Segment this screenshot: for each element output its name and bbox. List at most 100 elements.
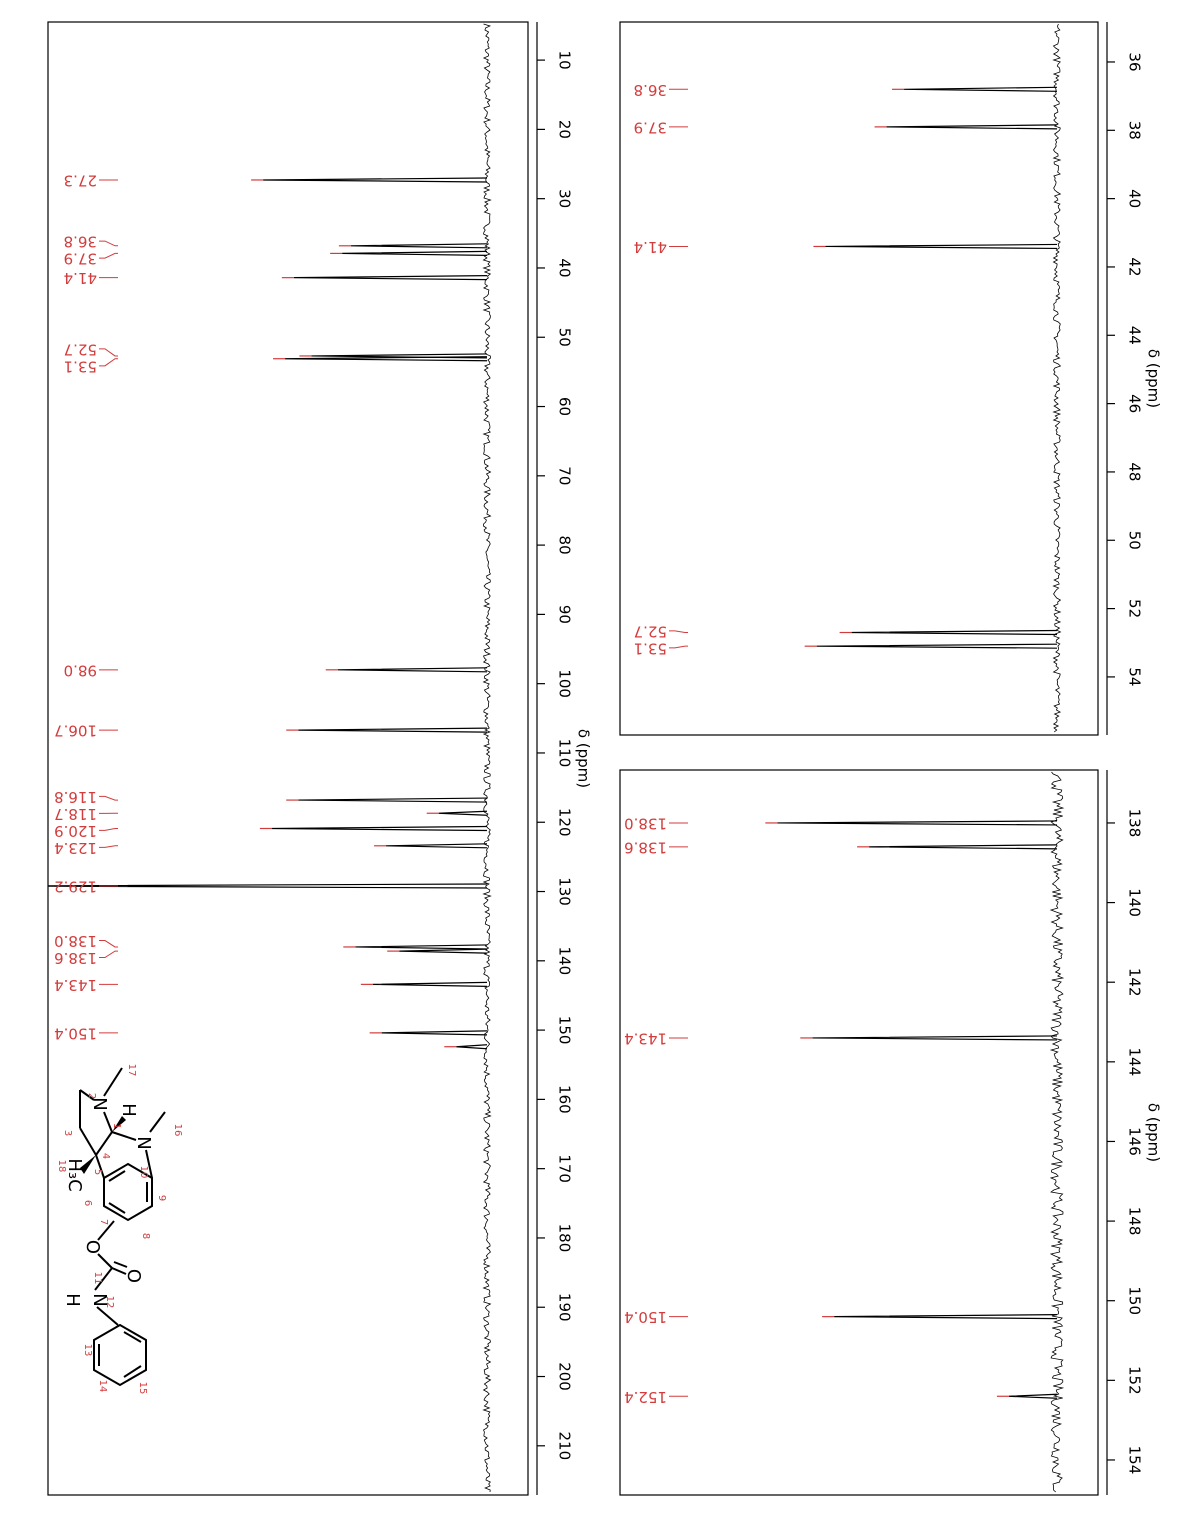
peak-label: 143.4 [54, 976, 97, 994]
peak [294, 276, 487, 280]
plot-area [765, 772, 1063, 1492]
label-connector [669, 631, 688, 633]
x-tick-label: 160 [556, 1085, 574, 1114]
label-connector [99, 846, 118, 848]
atom-label: H [62, 1293, 83, 1307]
atom-number: 14 [97, 1380, 108, 1393]
x-tick-label: 80 [556, 536, 574, 555]
x-axis-label: δ (ppm) [575, 729, 593, 788]
peak [373, 982, 487, 986]
peak-label: 123.4 [54, 839, 97, 857]
x-tick-label: 150 [1126, 1286, 1144, 1315]
bond [109, 1171, 125, 1181]
peak-label: 116.8 [54, 788, 97, 806]
x-tick-label: 100 [556, 669, 574, 698]
atom-number: 7 [98, 1219, 109, 1225]
x-tick-label: 48 [1126, 462, 1144, 481]
peak [382, 1031, 487, 1035]
peak [285, 357, 487, 361]
x-tick-label: 142 [1126, 968, 1144, 997]
peak-label: 41.4 [634, 238, 667, 256]
atom-number: 3 [62, 1130, 73, 1136]
peak-label: 36.8 [634, 81, 667, 99]
bond [150, 1112, 165, 1132]
atom-number: 9 [156, 1195, 167, 1201]
baseline-noise [1051, 772, 1063, 1492]
plot-frame [48, 22, 528, 1495]
peak [1009, 1394, 1057, 1398]
peak-label: 98.0 [64, 661, 97, 679]
x-tick-label: 50 [1126, 531, 1144, 550]
peak-label: 36.8 [64, 233, 97, 251]
x-tick-label: 46 [1126, 394, 1144, 413]
phenyl-ring [94, 1325, 146, 1385]
atom-number: 8 [140, 1233, 151, 1239]
peak [355, 945, 487, 949]
peak [298, 798, 487, 802]
peak [852, 631, 1057, 635]
bond [104, 1112, 112, 1132]
peak [338, 668, 487, 672]
peak-label: 129.2 [54, 877, 97, 895]
peak-label: 138.0 [624, 814, 667, 832]
atom-number: 17 [126, 1064, 137, 1077]
atom-number: 12 [104, 1296, 115, 1309]
baseline-noise [1054, 24, 1061, 732]
peak [272, 826, 487, 830]
peak-label: 37.9 [634, 118, 667, 136]
x-tick-label: 140 [556, 946, 574, 975]
peak [351, 244, 487, 248]
bond [98, 1254, 112, 1268]
bond [114, 1262, 127, 1267]
x-tick-label: 210 [556, 1431, 574, 1460]
x-tick-label: 200 [556, 1362, 574, 1391]
bond [124, 1332, 141, 1342]
peak-label: 53.1 [64, 357, 97, 375]
x-tick-label: 54 [1126, 667, 1144, 686]
peak-label: 138.0 [54, 932, 97, 950]
peak-label: 52.7 [634, 622, 667, 640]
peak [399, 949, 487, 953]
x-tick-label: 190 [556, 1293, 574, 1322]
label-connector [99, 349, 118, 356]
bond [97, 1307, 118, 1325]
x-tick-label: 154 [1126, 1446, 1144, 1475]
peak-label: 118.7 [54, 805, 97, 823]
x-tick-label: 60 [556, 397, 574, 416]
bond [96, 1132, 112, 1155]
label-connector [99, 241, 118, 246]
peak-label: 120.9 [54, 822, 97, 840]
atom-label: N [133, 1136, 154, 1149]
peak-label: 150.4 [54, 1024, 97, 1042]
peak-label: 152.4 [624, 1388, 667, 1406]
peak-label: 138.6 [54, 949, 97, 967]
x-tick-label: 170 [556, 1154, 574, 1183]
x-tick-label: 138 [1126, 809, 1144, 838]
bond [109, 1203, 125, 1213]
x-tick-label: 146 [1126, 1127, 1144, 1156]
x-tick-label: 38 [1126, 121, 1144, 140]
atom-number: 11 [92, 1272, 103, 1285]
x-tick-label: 10 [556, 51, 574, 70]
peak [342, 251, 487, 255]
x-tick-label: 50 [556, 328, 574, 347]
bond [80, 1128, 96, 1155]
peak [825, 244, 1057, 248]
peak [834, 1315, 1057, 1319]
atom-number: 15 [137, 1382, 148, 1395]
x-tick-label: 52 [1126, 599, 1144, 618]
peak-label: 41.4 [64, 269, 97, 287]
label-connector [99, 941, 118, 947]
label-connector [669, 646, 688, 648]
x-tick-label: 110 [556, 739, 574, 768]
peak [817, 644, 1057, 648]
peak-label: 106.7 [54, 722, 97, 740]
label-connector [99, 796, 118, 800]
label-connector [99, 253, 118, 258]
x-tick-label: 130 [556, 877, 574, 906]
peak-label: 37.9 [64, 250, 97, 268]
x-axis-label: δ (ppm) [1145, 1103, 1163, 1162]
x-tick-label: 152 [1126, 1366, 1144, 1395]
peak-label: 27.3 [64, 171, 97, 189]
